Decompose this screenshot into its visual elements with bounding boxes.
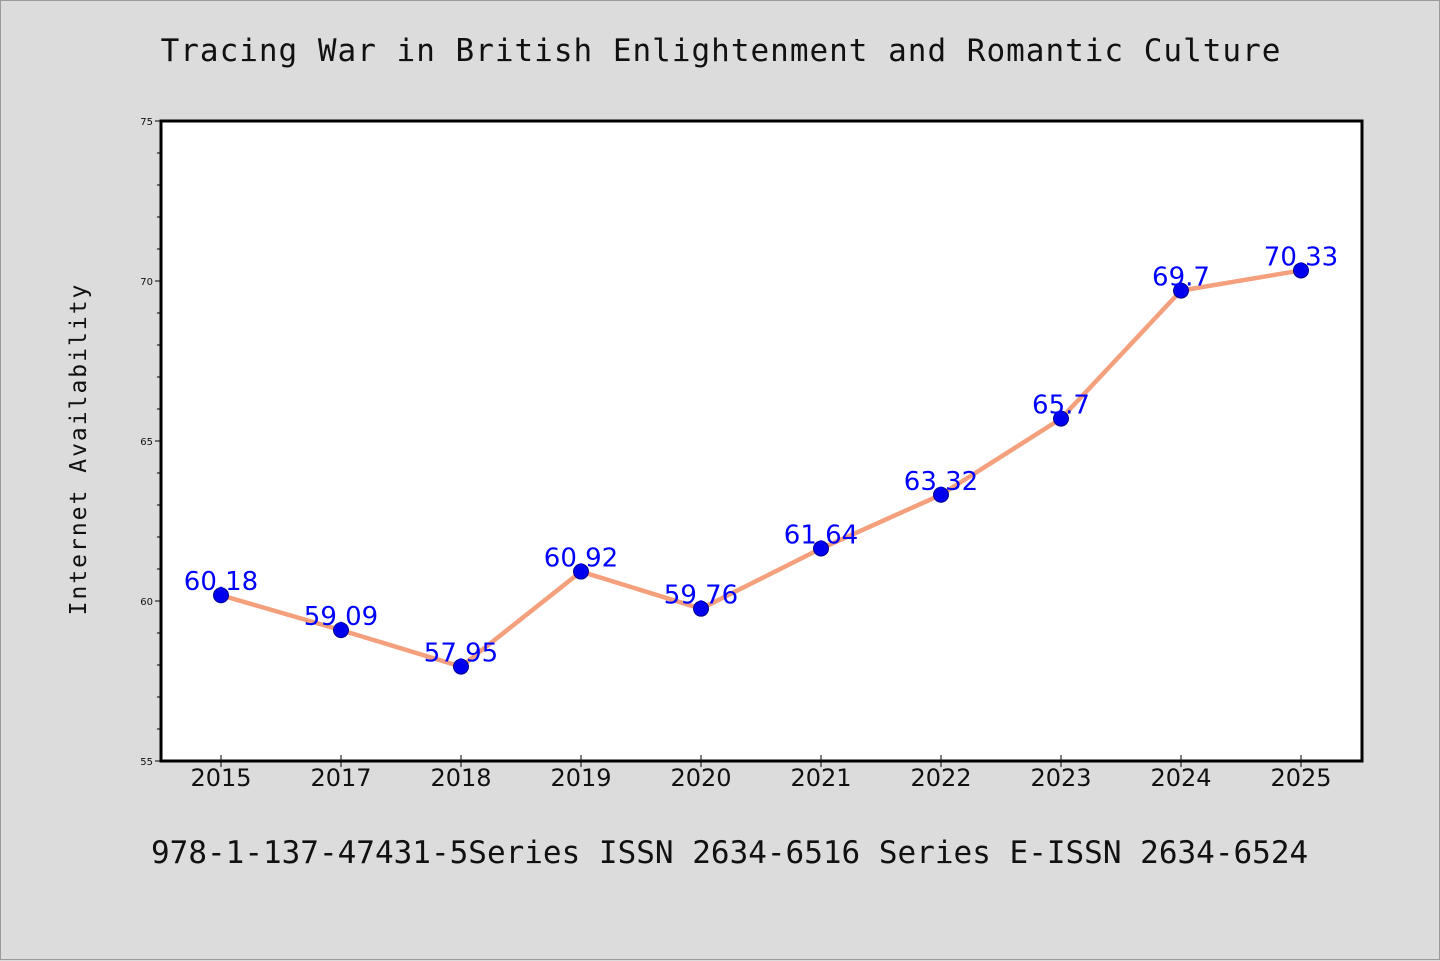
y-tick-label: 75 — [140, 117, 153, 128]
data-label: 59.76 — [664, 581, 738, 611]
data-point — [213, 587, 229, 604]
chart-title: Tracing War in British Enlightenment and… — [160, 33, 1282, 69]
data-label: 61.64 — [784, 521, 858, 551]
x-tick-label: 2021 — [790, 764, 851, 792]
x-tick-label: 2019 — [550, 764, 611, 792]
x-tick-label: 2023 — [1030, 764, 1091, 792]
y-tick-label: 70 — [140, 277, 153, 288]
x-tick-label: 2015 — [190, 764, 251, 792]
data-label: 59.09 — [304, 602, 378, 632]
data-point — [813, 540, 829, 557]
data-label: 60.18 — [184, 567, 258, 597]
data-label: 65.7 — [1032, 391, 1090, 421]
x-tick-label: 2018 — [430, 764, 491, 792]
y-tick-label: 55 — [140, 757, 153, 768]
x-tick-label: 2022 — [910, 764, 971, 792]
data-label: 69.7 — [1152, 263, 1210, 293]
x-tick-label: 2024 — [1150, 764, 1211, 792]
data-point — [693, 600, 709, 617]
data-label: 70.33 — [1264, 242, 1338, 272]
footer-isbn-issn: 978-1-137-47431-5Series ISSN 2634-6516 S… — [151, 835, 1309, 871]
data-point — [573, 563, 589, 580]
data-point — [933, 486, 949, 503]
data-point — [453, 658, 469, 675]
y-tick-label: 65 — [140, 437, 153, 448]
x-tick-label: 2017 — [310, 764, 371, 792]
data-point — [1173, 282, 1189, 299]
x-tick-label: 2025 — [1270, 764, 1331, 792]
data-label: 57.95 — [424, 639, 498, 669]
data-label: 63.32 — [904, 467, 978, 497]
plot-area — [159, 119, 1364, 763]
data-label: 60.92 — [544, 544, 618, 574]
series-line — [220, 268, 1302, 669]
y-tick-label: 60 — [140, 597, 153, 608]
data-point — [333, 622, 349, 639]
data-point — [1293, 262, 1309, 279]
x-tick-label: 2020 — [670, 764, 731, 792]
data-point — [1053, 410, 1069, 427]
